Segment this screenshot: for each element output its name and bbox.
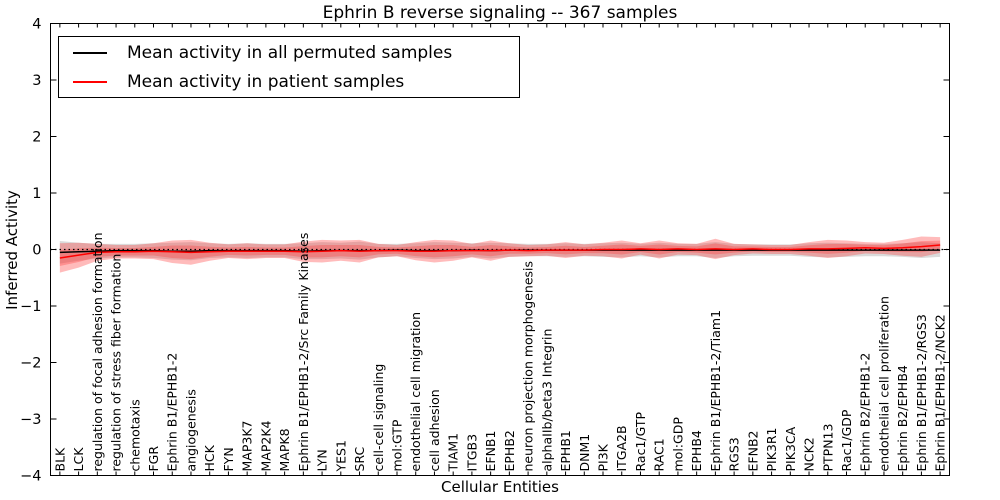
legend-item-label: Mean activity in patient samples	[127, 71, 405, 92]
x-tick-label: LYN	[315, 449, 330, 471]
x-tick-label: endothelial cell migration	[408, 312, 423, 472]
y-tick-label: 0	[32, 243, 41, 259]
x-tick-label: endothelial cell proliferation	[876, 296, 891, 471]
x-tick-label: neuron projection morphogenesis	[521, 261, 536, 472]
x-tick-label: alphaIIb/beta3 Integrin	[539, 329, 554, 472]
x-tick-label: Ephrin B1/EPHB1-2/Tiam1	[708, 310, 723, 472]
x-tick-label: cell adhesion	[427, 389, 442, 471]
x-tick-label: NCK2	[802, 437, 817, 471]
y-tick-label: −1	[20, 299, 41, 315]
x-tick-label: ITGA2B	[614, 425, 629, 471]
x-tick-label: chemotaxis	[127, 399, 142, 471]
x-tick-label: MAP3K7	[240, 421, 255, 472]
patient-std-band	[59, 236, 941, 273]
permuted-std-band	[59, 241, 941, 264]
x-tick-label: EFNB1	[483, 431, 498, 472]
x-tick-label: EPHB4	[689, 430, 704, 471]
permuted-line-sample-icon	[73, 51, 107, 54]
x-tick-label: FYN	[221, 447, 236, 471]
y-tick-label: 1	[32, 186, 41, 202]
x-tick-label: Ephrin B1/EPHB1-2/NCK2	[933, 314, 948, 471]
x-tick-label: SRC	[352, 447, 367, 472]
x-tick-label: mol:GDP	[670, 417, 685, 472]
x-tick-label: TIAM1	[446, 433, 461, 473]
x-tick-label: DNM1	[577, 434, 592, 472]
x-tick-label: BLK	[52, 447, 67, 472]
x-tick-label: Rac1/GDP	[839, 409, 854, 471]
x-tick-label: LCK	[71, 447, 86, 472]
y-tick-label: 3	[32, 73, 41, 89]
x-tick-label: EPHB1	[558, 430, 573, 471]
y-tick-label: −2	[20, 356, 41, 372]
x-tick-label: RGS3	[727, 437, 742, 471]
x-tick-label: EPHB2	[502, 430, 517, 471]
x-tick-label: EFNB2	[745, 431, 760, 472]
x-tick-label: PIK3R1	[764, 427, 779, 471]
legend-item: Mean activity in patient samples	[59, 69, 519, 94]
x-tick-label: Ephrin B1/EPHB1-2/RGS3	[914, 314, 929, 471]
x-tick-label: PTPN13	[820, 424, 835, 472]
y-tick-label: 4	[32, 17, 41, 33]
x-tick-label: angiogenesis	[183, 389, 198, 471]
patient-mean-line	[59, 244, 941, 259]
x-tick-label: regulation of focal adhesion formation	[90, 233, 105, 472]
x-tick-label: mol:GTP	[389, 419, 404, 471]
x-tick-label: MAPK8	[277, 428, 292, 471]
x-tick-label: regulation of stress fiber formation	[109, 254, 124, 472]
x-tick-label: PI3K	[596, 443, 611, 471]
y-tick-label: −3	[20, 412, 41, 428]
x-tick-label: ITGB3	[464, 434, 479, 472]
x-tick-label: Ephrin B1/EPHB1-2/Src Family Kinases	[296, 233, 311, 472]
y-axis-label: Inferred Activity	[3, 190, 21, 310]
legend: Mean activity in all permuted samples Me…	[58, 36, 520, 98]
page-title: Ephrin B reverse signaling -- 367 sample…	[322, 3, 678, 23]
x-tick-label: MAP2K4	[258, 420, 273, 471]
x-tick-label: PIK3CA	[783, 426, 798, 471]
x-tick-label: RAC1	[652, 438, 667, 471]
y-tick-label: −4	[20, 469, 41, 485]
patient-line-sample-icon	[73, 80, 107, 83]
x-tick-label: Rac1/GTP	[633, 412, 648, 472]
patient-inner-band	[59, 240, 941, 267]
x-tick-label: Ephrin B1/EPHB1-2	[165, 353, 180, 472]
x-tick-label: YES1	[333, 440, 348, 472]
legend-item-label: Mean activity in all permuted samples	[127, 42, 453, 63]
x-tick-label: cell-cell signaling	[371, 364, 386, 472]
x-tick-label: Ephrin B2/EPHB4	[895, 365, 910, 471]
legend-item: Mean activity in all permuted samples	[59, 40, 519, 65]
x-axis-label: Cellular Entities	[441, 478, 559, 496]
x-tick-label: FGR	[146, 446, 161, 472]
x-tick-label: HCK	[202, 444, 217, 471]
x-tick-label: Ephrin B2/EPHB1-2	[858, 353, 873, 472]
y-tick-label: 2	[32, 130, 41, 146]
